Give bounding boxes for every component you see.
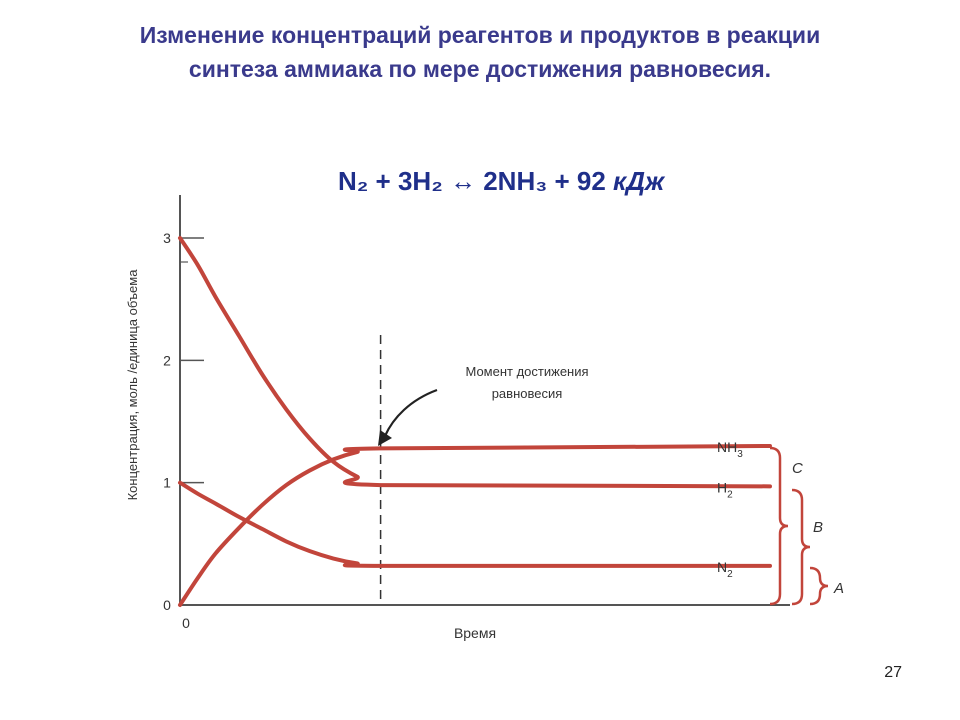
title-line-2: синтеза аммиака по мере достижения равно…: [188, 56, 772, 82]
brace-c: [769, 446, 789, 606]
brace-b: [791, 488, 811, 606]
annotation-line-1: Момент достижения: [465, 364, 588, 379]
series-label-nh3: NH3: [717, 439, 743, 460]
equation-products: 2NH₃ + 92: [475, 166, 614, 196]
y-axis-title: Концентрация, моль /единица объема: [125, 269, 140, 501]
reaction-equation-container: N₂ + 3H₂ ↔ 2NH₃ + 92 кДж: [300, 166, 780, 196]
annotation-arrow: [383, 388, 438, 437]
chart-axes: 0 1 2 3 0 Время Концентрация, моль /единица об…: [125, 195, 790, 641]
annotation-line-2: равновесия: [492, 386, 563, 401]
series-label-n2: N2: [717, 559, 733, 580]
curve-n2: [178, 480, 772, 568]
equation-reactants: N₂ + 3H₂: [338, 166, 450, 196]
brace-label-b: B: [813, 519, 823, 536]
x-axis-title: Время: [454, 625, 496, 641]
y-tick-label-3: 3: [163, 230, 171, 246]
brace-label-c: C: [792, 460, 803, 477]
annotation-arrow-head: [378, 430, 392, 446]
y-tick-label-0: 0: [163, 597, 171, 613]
slide-title: Изменение концентраций реагентов и проду…: [40, 18, 920, 86]
series-label-h2: H2: [717, 479, 733, 500]
reaction-equation: N₂ + 3H₂ ↔ 2NH₃ + 92 кДж: [338, 166, 664, 196]
chart-labels: NH3 H2 N2 Момент достижения равновесия C B A: [378, 364, 844, 606]
x-origin-label: 0: [182, 615, 190, 631]
curve-nh3: [178, 443, 772, 607]
y-tick-label-2: 2: [163, 352, 171, 368]
page-number: 27: [884, 664, 902, 681]
chart-curves: [178, 236, 772, 607]
brace-a: [809, 566, 829, 606]
y-tick-label-1: 1: [163, 475, 171, 491]
equation-unit: кДж: [613, 166, 665, 196]
equilibrium-arrow-icon: ↔: [449, 166, 476, 196]
brace-label-a: A: [833, 580, 844, 597]
title-line-1: Изменение концентраций реагентов и проду…: [139, 22, 821, 48]
curve-h2: [178, 236, 772, 489]
